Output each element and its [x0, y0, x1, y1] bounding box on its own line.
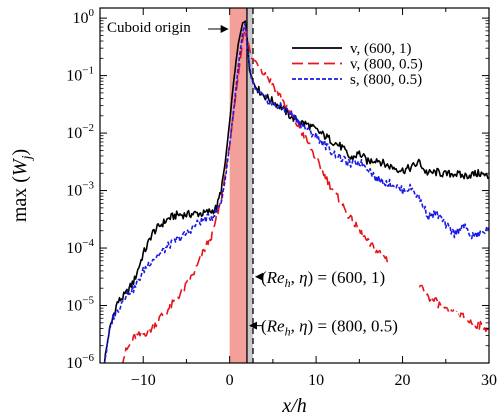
legend: v, (600, 1)v, (800, 0.5)s, (800, 0.5)	[288, 38, 456, 89]
y-tick-label: 10−2	[66, 122, 94, 142]
y-tick-label: 10−6	[66, 352, 94, 372]
legend-label-1: v, (600, 1)	[350, 41, 412, 57]
series-group	[103, 20, 489, 363]
series-line-3	[103, 22, 489, 363]
tick-group: −10 0 10 20 30 100 10−1 10−2 10−3 10−4 10−5 10−6	[66, 7, 497, 389]
y-tick-label: 10−4	[66, 237, 94, 257]
x-tick-label: 0	[226, 372, 234, 389]
annotation-background	[258, 311, 458, 334]
annotation-background	[258, 262, 458, 285]
legend-label-3: s, (800, 0.5)	[350, 72, 422, 88]
axes-frame	[99, 7, 490, 364]
y-axis-label: max (Wj)	[9, 149, 35, 222]
x-axis-label: x/h	[281, 395, 306, 417]
x-tick-label: 20	[395, 372, 411, 389]
axis-label-group: x/h max (Wj)	[9, 149, 307, 417]
annotation-params-1: (Reh, η) = (600, 1)	[261, 268, 385, 290]
plot-border	[99, 7, 490, 364]
y-tick-label: 10−1	[66, 65, 94, 85]
annotation-group: Cuboid origin (Reh, η) = (600, 1) (Reh, η)…	[107, 20, 458, 339]
x-tick-label: −10	[131, 372, 156, 389]
annotation-params-2: (Reh, η) = (800, 0.5)	[261, 317, 398, 339]
y-tick-label: 100	[73, 7, 95, 27]
x-tick-label: 30	[481, 372, 497, 389]
cuboid-shaded-region	[229, 8, 247, 363]
series-line-2	[122, 26, 489, 363]
legend-label-2: v, (800, 0.5)	[350, 57, 423, 73]
annotation-arrow-head	[220, 25, 229, 33]
annotation-arrow-head	[255, 272, 264, 281]
plot-area	[229, 8, 254, 363]
grey-band	[246, 8, 254, 363]
y-tick-label: 10−3	[66, 180, 94, 200]
annotation-arrow-head	[248, 321, 257, 330]
x-tick-label: 10	[308, 372, 324, 389]
y-tick-label: 10−5	[66, 295, 94, 315]
annotation-cuboid-origin: Cuboid origin	[107, 20, 191, 36]
